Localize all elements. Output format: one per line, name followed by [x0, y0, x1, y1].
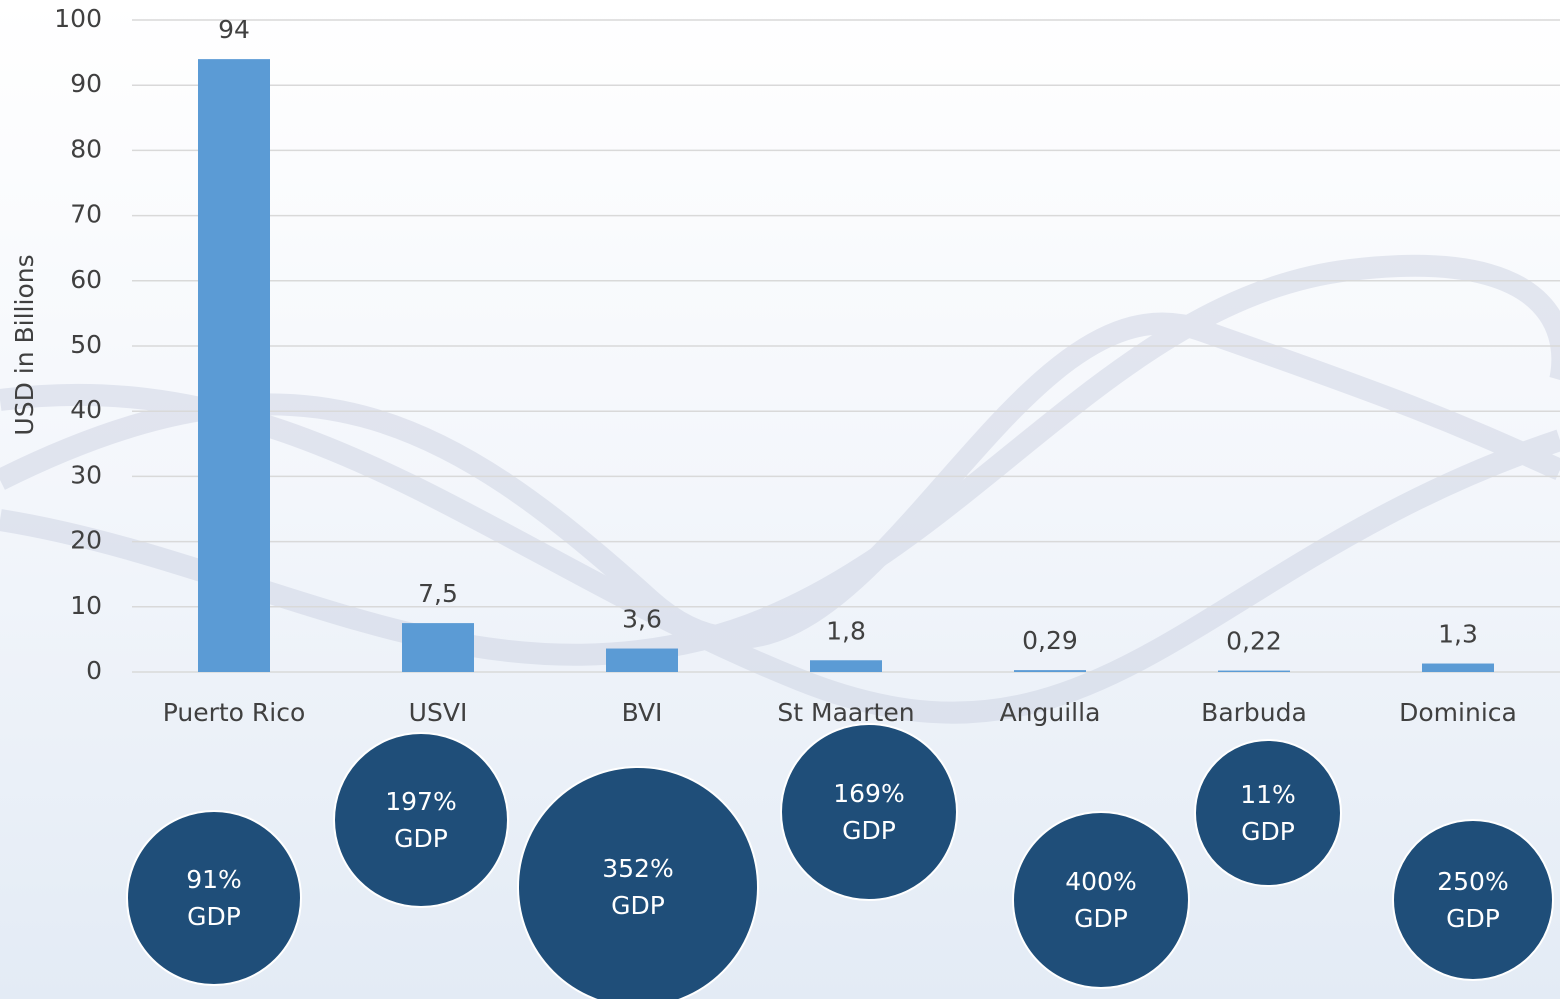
value-label: 0,22	[1226, 627, 1282, 656]
x-tick-label: Puerto Rico	[163, 698, 306, 727]
x-tick-label: USVI	[409, 698, 468, 727]
gdp-bubble: 91% GDP	[127, 811, 301, 985]
gdp-bubble: 169% GDP	[781, 724, 957, 900]
y-tick-label: 30	[70, 460, 102, 489]
y-tick-label: 80	[70, 134, 102, 163]
y-tick-label: 50	[70, 330, 102, 359]
bubble	[1013, 812, 1189, 988]
bubble-unit-label: GDP	[611, 891, 665, 920]
x-tick-label: Dominica	[1399, 698, 1517, 727]
bubble-value-label: 169%	[833, 779, 904, 808]
bubble	[1195, 740, 1341, 886]
bubble	[781, 724, 957, 900]
x-tick-label: BVI	[622, 698, 663, 727]
bubble-value-label: 352%	[602, 854, 673, 883]
bar	[606, 649, 678, 672]
value-label: 94	[218, 15, 250, 44]
gdp-bubble: 352% GDP	[518, 767, 758, 999]
bubble	[518, 767, 758, 999]
bubble-value-label: 250%	[1437, 867, 1508, 896]
y-tick-label: 20	[70, 526, 102, 555]
y-tick-label: 40	[70, 395, 102, 424]
bubble-unit-label: GDP	[842, 816, 896, 845]
bubble-value-label: 11%	[1240, 780, 1296, 809]
bubble	[1393, 820, 1553, 980]
bar	[810, 660, 882, 672]
chart: USD in Billions 0 10 20 30 40 50 60 70 80 90 100 Pu…	[0, 0, 1560, 999]
gdp-bubble: 250% GDP	[1393, 820, 1553, 980]
y-tick-label: 0	[86, 656, 102, 685]
bubble-unit-label: GDP	[187, 902, 241, 931]
value-label: 1,8	[826, 616, 866, 645]
bubble-unit-label: GDP	[394, 824, 448, 853]
gdp-bubble: 11% GDP	[1195, 740, 1341, 886]
y-tick-label: 90	[70, 69, 102, 98]
bar	[1218, 671, 1290, 672]
gdp-bubble: 400% GDP	[1013, 812, 1189, 988]
bar	[402, 623, 474, 672]
x-tick-label: Anguilla	[1000, 698, 1101, 727]
value-label: 7,5	[418, 579, 458, 608]
y-tick-label: 100	[54, 4, 102, 33]
bubble-value-label: 400%	[1065, 867, 1136, 896]
bubble	[127, 811, 301, 985]
y-tick-label: 60	[70, 265, 102, 294]
y-axis-label: USD in Billions	[10, 254, 39, 435]
bubble-unit-label: GDP	[1074, 904, 1128, 933]
y-tick-label: 70	[70, 200, 102, 229]
y-tick-label: 10	[70, 591, 102, 620]
bar	[1422, 664, 1494, 672]
value-label: 1,3	[1438, 620, 1478, 649]
bubble-value-label: 197%	[385, 787, 456, 816]
value-label: 0,29	[1022, 626, 1078, 655]
x-tick-label: Barbuda	[1201, 698, 1307, 727]
x-tick-label: St Maarten	[777, 698, 914, 727]
value-label: 3,6	[622, 605, 662, 634]
bubble-unit-label: GDP	[1446, 904, 1500, 933]
bubble-unit-label: GDP	[1241, 817, 1295, 846]
bar	[1014, 670, 1086, 672]
bubble-value-label: 91%	[186, 865, 242, 894]
gdp-bubble: 197% GDP	[334, 733, 508, 907]
bubble	[334, 733, 508, 907]
bar	[198, 59, 270, 672]
